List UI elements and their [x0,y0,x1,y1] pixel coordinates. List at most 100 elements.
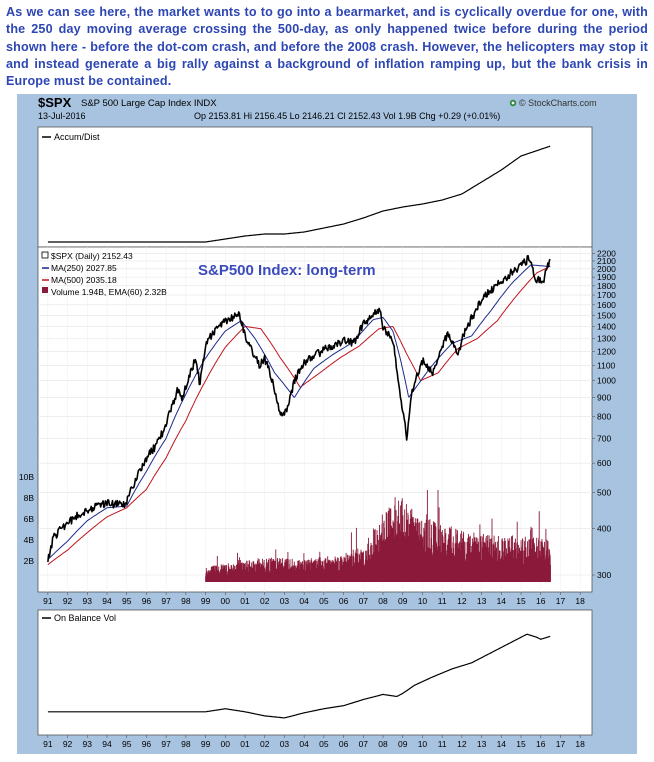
accum-dist-legend: Accum/Dist [54,132,100,142]
price-tick-label: 1500 [597,310,616,320]
accum-dist-line [47,145,551,243]
x-tick-label: 11 [438,739,447,749]
x-axis-lower: 91 92 93 94 95 96 97 98 99 00 01 02 03 04 05 06 07 08 09 10… [43,735,585,749]
x-tick-label: 98 [181,596,191,606]
volume-bar [205,490,551,582]
x-tick-label: 12 [457,596,467,606]
price-legend-label: $SPX (Daily) 2152.43 [51,251,133,261]
x-tick-label: 02 [260,739,270,749]
x-tick-label: 17 [556,596,566,606]
price-tick-label: 2100 [597,256,616,266]
x-tick-label: 95 [122,596,132,606]
x-tick-label: 04 [299,596,309,606]
date-label: 13-Jul-2016 [38,111,86,121]
price-tick-label: 1400 [597,321,616,331]
price-tick-label: 900 [597,393,611,403]
ma250-legend-label: MA(250) 2027.85 [51,263,117,273]
volume-tick-label: 10B [19,472,34,482]
x-tick-label: 14 [497,596,507,606]
x-tick-label: 94 [102,596,112,606]
x-tick-label: 02 [260,596,270,606]
ma500-line [47,265,551,565]
accum-dist-panel-bg [37,126,593,248]
x-tick-label: 97 [161,596,171,606]
x-axis-upper: 91 92 93 94 95 96 97 98 99 00 01 02 03 04 05 06 07 08 09 10… [43,592,585,606]
x-tick-label: 93 [83,739,93,749]
accum-dist-panel: Accum/Dist [37,126,593,248]
price-panel-bg [37,246,593,593]
x-tick-label: 06 [339,739,349,749]
volume-tick-label: 4B [24,535,35,545]
x-tick-label: 06 [339,596,349,606]
x-tick-label: 10 [418,739,428,749]
x-tick-label: 99 [201,739,211,749]
price-line [47,255,551,562]
x-tick-label: 98 [181,739,191,749]
ma500-legend-label: MA(500) 2035.18 [51,275,117,285]
x-tick-label: 95 [122,739,132,749]
price-tick-label: 1000 [597,376,616,386]
price-panel: $SPX (Daily) 2152.43 MA(250) 2027.85 MA(… [19,246,616,593]
quote-line: Op 2153.81 Hi 2156.45 Lo 2146.21 Cl 2152… [194,111,500,121]
x-tick-label: 99 [201,596,211,606]
price-tick-label: 700 [597,433,611,443]
price-axis: 300 400 500 600 700 800 900 1000 1100 1200 1300 140… [592,248,616,580]
x-tick-label: 92 [63,596,73,606]
x-tick-label: 13 [477,739,487,749]
chart-header: $SPX S&P 500 Large Cap Index INDX © Stoc… [38,95,597,121]
x-tick-label: 93 [83,596,93,606]
volume-legend-swatch [42,287,48,293]
price-tick-label: 800 [597,412,611,422]
x-tick-label: 15 [516,739,526,749]
chart-annotation-title: S&P500 Index: long-term [198,262,376,279]
x-tick-label: 07 [359,596,369,606]
x-tick-label: 03 [280,739,290,749]
x-tick-label: 18 [575,596,585,606]
price-tick-label: 1200 [597,346,616,356]
x-tick-label: 94 [102,739,112,749]
price-tick-label: 1900 [597,272,616,282]
price-tick-label: 1600 [597,300,616,310]
obv-panel: On Balance Vol [37,609,593,736]
price-tick-label: 1300 [597,333,616,343]
x-tick-label: 18 [575,739,585,749]
price-tick-label: 1800 [597,281,616,291]
x-tick-label: 11 [438,596,447,606]
x-tick-label: 00 [221,596,231,606]
price-tick-label: 2000 [597,264,616,274]
x-tick-label: 00 [221,739,231,749]
x-tick-label: 09 [398,596,408,606]
commentary-text: As we can see here, the market wants to … [6,5,648,89]
x-tick-label: 91 [43,739,53,749]
x-tick-label: 05 [319,596,329,606]
x-tick-label: 97 [161,739,171,749]
x-tick-label: 17 [556,739,566,749]
price-tick-label: 600 [597,458,611,468]
x-tick-label: 01 [240,739,250,749]
x-tick-label: 04 [299,739,309,749]
stockcharts-logo-icon [509,99,517,107]
volume-tick-label: 8B [24,493,35,503]
x-tick-label: 91 [43,596,53,606]
obv-legend: On Balance Vol [54,613,116,623]
volume-tick-label: 6B [24,514,35,524]
x-tick-label: 05 [319,739,329,749]
x-tick-label: 96 [142,596,152,606]
x-tick-label: 10 [418,596,428,606]
x-tick-label: 96 [142,739,152,749]
price-tick-label: 400 [597,524,611,534]
x-tick-label: 07 [359,739,369,749]
index-description: S&P 500 Large Cap Index INDX [81,98,217,109]
stockcharts-chart: $SPX S&P 500 Large Cap Index INDX © Stoc… [17,94,637,754]
volume-legend-label: Volume 1.94B, EMA(60) 2.32B [51,287,167,297]
x-tick-label: 13 [477,596,487,606]
price-tick-label: 300 [597,570,611,580]
x-tick-label: 03 [280,596,290,606]
x-tick-label: 08 [378,739,388,749]
price-tick-label: 1100 [597,360,616,370]
x-tick-label: 16 [536,596,546,606]
obv-panel-bg [37,609,593,736]
x-tick-label: 92 [63,739,73,749]
obv-line [47,633,551,719]
brand-label: © StockCharts.com [519,98,597,108]
